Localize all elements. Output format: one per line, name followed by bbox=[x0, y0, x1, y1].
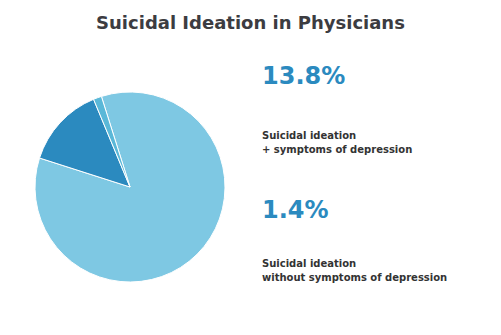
svg-text:Suicidal ideation: Suicidal ideation bbox=[262, 258, 356, 269]
svg-text:1.4%: 1.4% bbox=[262, 196, 329, 224]
svg-text:13.8%: 13.8% bbox=[262, 62, 345, 90]
svg-text:without symptoms of depression: without symptoms of depression bbox=[262, 272, 447, 283]
svg-text:Suicidal ideation: Suicidal ideation bbox=[262, 130, 356, 141]
svg-text:Suicidal Ideation in Physician: Suicidal Ideation in Physicians bbox=[96, 12, 405, 33]
svg-text:+ symptoms of depression: + symptoms of depression bbox=[262, 144, 412, 155]
